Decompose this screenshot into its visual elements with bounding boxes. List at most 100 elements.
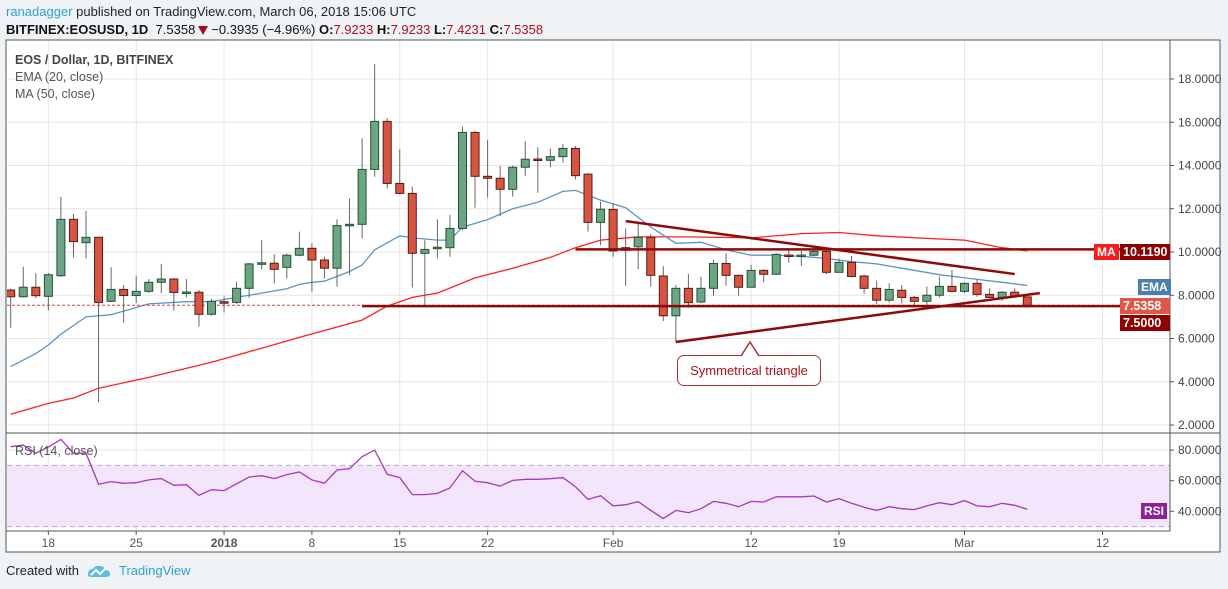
candle[interactable] [68, 213, 78, 258]
candle[interactable] [357, 138, 367, 239]
candle[interactable] [646, 234, 656, 287]
candle[interactable] [420, 240, 430, 305]
candle[interactable] [709, 260, 718, 296]
candle[interactable] [194, 290, 204, 327]
candle[interactable] [545, 148, 555, 168]
candle[interactable] [872, 280, 882, 304]
candle[interactable] [269, 254, 279, 284]
candle[interactable] [156, 263, 166, 294]
candle[interactable] [56, 196, 66, 277]
candle[interactable] [759, 269, 769, 283]
upper-trendline[interactable] [625, 219, 1015, 276]
candle[interactable] [319, 256, 329, 279]
author-link[interactable]: ranadagger [6, 4, 73, 19]
candle-body-up [294, 247, 304, 256]
candle[interactable] [445, 215, 455, 257]
candle[interactable] [596, 201, 606, 246]
candle[interactable] [470, 130, 480, 208]
candle[interactable] [219, 296, 229, 313]
candle[interactable] [834, 258, 844, 273]
candle[interactable] [658, 266, 668, 321]
time-tick-label: 25 [130, 536, 144, 550]
candle[interactable] [934, 276, 944, 298]
candle[interactable] [232, 281, 242, 304]
candle[interactable] [483, 139, 493, 198]
tradingview-link[interactable]: TradingView [118, 563, 191, 578]
candle[interactable] [407, 186, 417, 288]
candle[interactable] [332, 219, 342, 287]
candle[interactable] [207, 298, 216, 316]
candle[interactable] [721, 253, 731, 286]
candle[interactable] [345, 198, 355, 275]
ma50-line[interactable] [10, 231, 1028, 415]
candle-body-up [596, 208, 606, 223]
candle-body-down [533, 158, 543, 162]
candle[interactable] [119, 285, 129, 323]
ema20-line[interactable] [10, 189, 1028, 368]
candle[interactable] [947, 269, 957, 292]
candle[interactable] [244, 262, 254, 299]
symmetrical-triangle-callout[interactable]: Symmetrical triangle [677, 355, 821, 386]
candle[interactable] [181, 279, 191, 298]
candle[interactable] [508, 165, 518, 197]
candle-body-down [909, 296, 919, 302]
candle[interactable] [382, 118, 392, 189]
candle-body-up [934, 285, 944, 296]
candle[interactable] [583, 173, 593, 232]
candle[interactable] [784, 249, 794, 263]
candle[interactable] [18, 266, 28, 298]
candle[interactable] [796, 250, 806, 267]
candle[interactable] [746, 264, 756, 288]
candle[interactable] [307, 243, 317, 292]
ema-legend[interactable]: EMA (20, close) [15, 70, 104, 84]
candle[interactable] [432, 219, 442, 259]
rsi-line[interactable] [10, 438, 1028, 520]
candle[interactable] [922, 286, 932, 307]
candle[interactable] [294, 231, 304, 257]
candle[interactable] [608, 203, 618, 257]
candle[interactable] [683, 274, 693, 308]
price-pane[interactable] [7, 64, 1170, 415]
candle[interactable] [909, 295, 919, 306]
candle[interactable] [94, 236, 104, 403]
candle[interactable] [847, 255, 857, 278]
candle[interactable] [282, 253, 292, 279]
candle[interactable] [144, 279, 154, 294]
candle[interactable] [7, 288, 16, 328]
candle[interactable] [257, 240, 267, 270]
candle[interactable] [771, 253, 781, 275]
candle[interactable] [671, 285, 681, 342]
lower-trendline[interactable] [675, 291, 1040, 344]
rsi-legend[interactable]: RSI (14, close) [15, 444, 98, 458]
candle[interactable] [972, 279, 982, 297]
candle[interactable] [31, 273, 41, 299]
candle[interactable] [897, 285, 907, 304]
candle[interactable] [558, 144, 568, 163]
candle[interactable] [533, 147, 543, 193]
candle[interactable] [131, 276, 141, 304]
ma-legend[interactable]: MA (50, close) [15, 87, 95, 101]
candle[interactable] [43, 272, 53, 311]
candle[interactable] [81, 210, 91, 259]
candle[interactable] [570, 146, 580, 180]
candle[interactable] [821, 248, 831, 275]
candle[interactable] [395, 149, 405, 195]
candle[interactable] [370, 64, 380, 177]
candle[interactable] [734, 274, 744, 296]
candle[interactable] [985, 288, 995, 298]
candle[interactable] [106, 267, 116, 302]
candle-body-up [181, 291, 191, 295]
candle[interactable] [169, 277, 179, 311]
candle[interactable] [859, 274, 869, 294]
candle[interactable] [960, 282, 969, 294]
candle[interactable] [633, 223, 643, 270]
candle[interactable] [495, 165, 505, 217]
candle[interactable] [458, 126, 467, 231]
rsi-pane[interactable] [10, 438, 1028, 520]
candle[interactable] [520, 141, 530, 176]
candle[interactable] [696, 276, 706, 304]
tradingview-logo-icon[interactable] [87, 564, 111, 578]
candle[interactable] [884, 283, 894, 303]
rsi-tick-label: 60.0000 [1178, 474, 1222, 488]
